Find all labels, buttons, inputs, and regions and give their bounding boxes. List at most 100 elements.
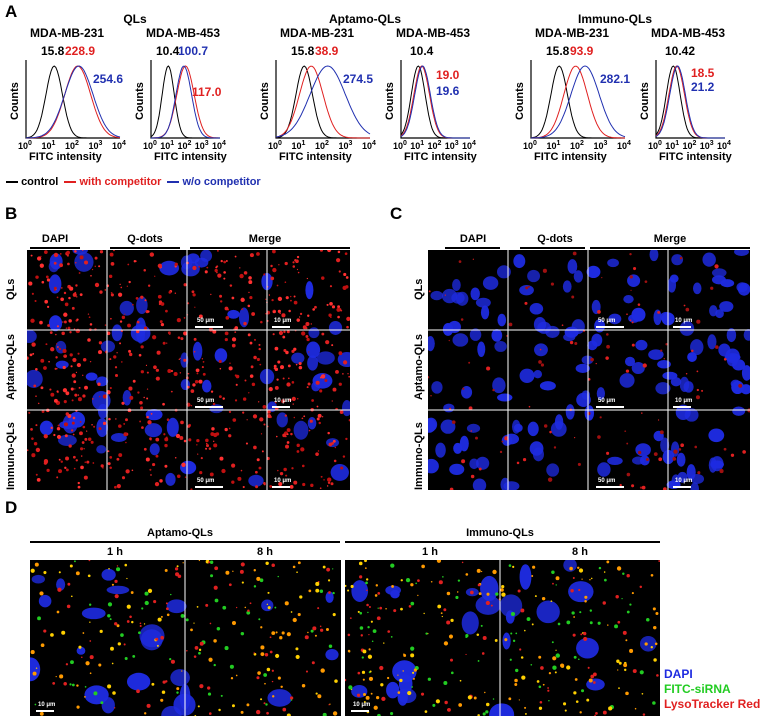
scale-bar-label: 50 μm — [197, 398, 215, 404]
signal-dot — [593, 681, 596, 684]
signal-dot — [660, 349, 663, 352]
signal-dot — [633, 266, 637, 271]
signal-dot — [520, 608, 525, 613]
nucleus — [635, 443, 651, 457]
signal-dot — [337, 250, 341, 254]
signal-dot — [102, 421, 107, 425]
signal-dot — [679, 256, 683, 260]
signal-dot — [135, 297, 139, 300]
signal-dot — [254, 470, 258, 474]
signal-dot — [485, 702, 490, 707]
signal-dot — [82, 425, 86, 429]
signal-dot — [240, 562, 245, 567]
signal-dot — [510, 611, 516, 616]
signal-dot — [53, 286, 57, 290]
signal-dot — [246, 419, 248, 421]
signal-dot — [574, 437, 576, 439]
mean-fluorescence-value: 228.9 — [65, 44, 96, 58]
signal-dot — [276, 284, 279, 287]
signal-dot — [66, 604, 71, 609]
signal-dot — [358, 561, 363, 566]
signal-dot — [326, 485, 329, 487]
signal-dot — [256, 709, 261, 715]
signal-dot — [109, 252, 114, 257]
signal-dot — [265, 313, 267, 315]
signal-dot — [64, 466, 67, 470]
signal-dot — [586, 698, 590, 702]
signal-dot — [69, 353, 73, 357]
signal-dot — [428, 290, 431, 293]
signal-dot — [287, 377, 290, 380]
signal-dot — [625, 691, 629, 696]
signal-dot — [149, 252, 155, 257]
signal-dot — [263, 702, 266, 705]
signal-dot — [61, 331, 65, 336]
signal-dot — [199, 641, 204, 646]
signal-dot — [581, 689, 585, 693]
nucleus — [655, 382, 671, 395]
signal-dot — [151, 682, 155, 686]
signal-dot — [338, 270, 341, 273]
x-tick-label: 103 — [593, 140, 608, 151]
signal-dot — [550, 282, 554, 286]
signal-dot — [316, 417, 320, 421]
signal-dot — [58, 347, 62, 351]
signal-dot — [444, 294, 446, 296]
signal-dot — [345, 584, 347, 587]
histogram-curve-blue — [26, 65, 121, 139]
nucleus — [166, 599, 187, 614]
nucleus — [711, 268, 727, 278]
signal-dot — [332, 568, 334, 570]
signal-dot — [262, 405, 267, 409]
signal-dot — [201, 358, 204, 360]
signal-dot — [714, 264, 719, 269]
signal-dot — [525, 286, 529, 290]
signal-dot — [77, 481, 80, 485]
signal-dot — [305, 670, 309, 673]
signal-dot — [284, 435, 287, 438]
panel-c-row-qls: QLs — [413, 278, 425, 300]
panel-b-col-bar-merge — [190, 247, 350, 249]
panel-b-row-qls: QLs — [5, 278, 17, 300]
signal-dot — [291, 349, 295, 353]
signal-dot — [631, 321, 634, 324]
signal-dot — [552, 656, 557, 661]
signal-dot — [94, 265, 96, 268]
signal-dot — [249, 374, 254, 378]
signal-dot — [694, 445, 698, 449]
signal-dot — [72, 292, 77, 297]
signal-dot — [126, 620, 130, 623]
signal-dot — [154, 275, 156, 277]
signal-dot — [292, 565, 296, 569]
nucleus — [461, 611, 479, 635]
signal-dot — [683, 304, 686, 307]
signal-dot — [123, 432, 128, 437]
signal-dot — [484, 691, 486, 694]
nucleus — [428, 335, 435, 352]
signal-dot — [534, 595, 537, 598]
signal-dot — [84, 437, 88, 441]
signal-dot — [257, 671, 261, 675]
signal-dot — [470, 590, 474, 595]
mean-fluorescence-value: 100.7 — [178, 44, 209, 58]
signal-dot — [278, 264, 280, 266]
nucleus — [596, 387, 605, 400]
signal-dot — [87, 338, 91, 342]
signal-dot — [285, 350, 289, 355]
signal-dot — [170, 390, 173, 393]
signal-dot — [282, 707, 287, 712]
signal-dot — [196, 372, 199, 375]
signal-dot — [234, 374, 237, 377]
nucleus — [170, 669, 190, 687]
signal-dot — [501, 584, 505, 589]
signal-dot — [446, 620, 451, 625]
signal-dot — [580, 633, 583, 636]
signal-dot — [260, 320, 263, 324]
signal-dot — [144, 299, 147, 302]
signal-dot — [143, 396, 145, 399]
signal-dot — [114, 366, 118, 369]
signal-dot — [280, 685, 283, 689]
signal-dot — [293, 295, 296, 298]
signal-dot — [322, 712, 327, 716]
signal-dot — [644, 642, 648, 646]
